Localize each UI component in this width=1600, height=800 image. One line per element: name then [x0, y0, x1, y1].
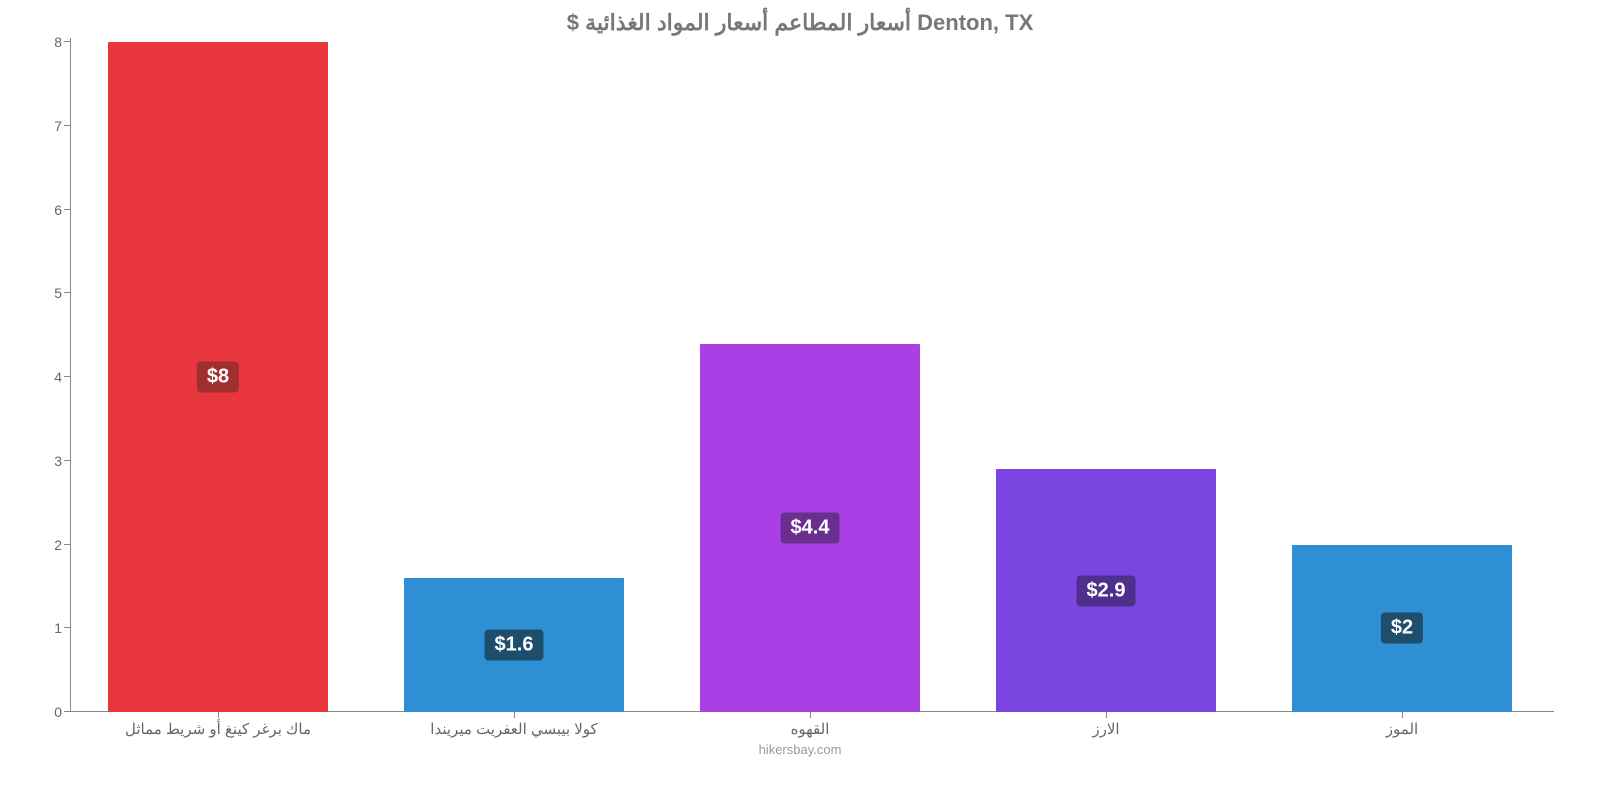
y-tick-label: 1	[54, 620, 62, 636]
bar-column: $1.6	[366, 42, 662, 712]
y-tick-label: 7	[54, 118, 62, 134]
x-axis-label: ماك برغر كينغ أو شريط مماثل	[70, 720, 366, 738]
bar-value-label: $2.9	[1077, 575, 1136, 606]
bars-group: $8 $1.6 $4.4 $2.9 $2	[70, 42, 1550, 712]
y-tick-label: 3	[54, 453, 62, 469]
bar-value-label: $1.6	[485, 630, 544, 661]
x-axis-label: كولا بيبسي العفريت ميريندا	[366, 720, 662, 738]
bar-column: $4.4	[662, 42, 958, 712]
chart-container: Denton, TX أسعار المطاعم أسعار المواد ال…	[40, 10, 1560, 780]
x-tick-mark	[810, 712, 811, 718]
x-tick-mark	[218, 712, 219, 718]
x-axis-labels: ماك برغر كينغ أو شريط مماثلكولا بيبسي ال…	[70, 720, 1550, 738]
y-tick-label: 0	[54, 704, 62, 720]
x-tick-mark	[1402, 712, 1403, 718]
chart-footer: hikersbay.com	[40, 742, 1560, 757]
bar-value-label: $2	[1381, 613, 1423, 644]
y-tick-label: 2	[54, 537, 62, 553]
y-tick-label: 5	[54, 285, 62, 301]
bar-column: $2	[1254, 42, 1550, 712]
x-axis-label: الموز	[1254, 720, 1550, 738]
x-axis-label: الارز	[958, 720, 1254, 738]
bar-value-label: $8	[197, 362, 239, 393]
bar-value-label: $4.4	[781, 512, 840, 543]
x-tick-mark	[514, 712, 515, 718]
y-tick-label: 8	[54, 34, 62, 50]
y-axis: 012345678	[40, 42, 70, 712]
x-axis-label: القهوه	[662, 720, 958, 738]
bar-column: $8	[70, 42, 366, 712]
y-tick-label: 4	[54, 369, 62, 385]
bar-column: $2.9	[958, 42, 1254, 712]
y-tick-label: 6	[54, 202, 62, 218]
chart-title: Denton, TX أسعار المطاعم أسعار المواد ال…	[40, 10, 1560, 36]
x-tick-mark	[1106, 712, 1107, 718]
plot-area: 012345678 $8$1.6$4.4$2.9$2	[70, 42, 1550, 712]
